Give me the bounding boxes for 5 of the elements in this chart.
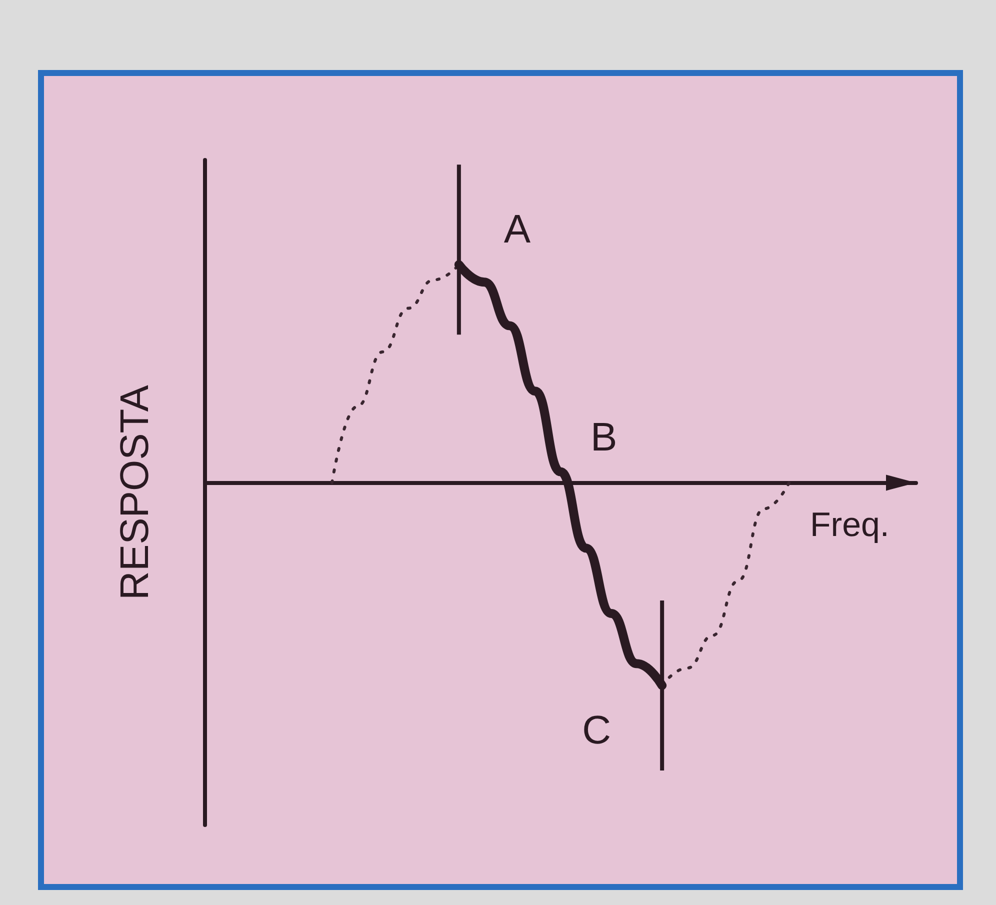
text: A <box>504 208 531 252</box>
x-axis-title: Freq. <box>810 506 890 544</box>
y-axis-title: RESPOSTA <box>113 384 157 600</box>
annotation: B <box>590 416 618 460</box>
text: C <box>582 708 611 752</box>
